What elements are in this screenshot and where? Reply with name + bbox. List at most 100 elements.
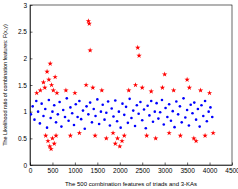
point bbox=[146, 105, 149, 108]
tick-label: 3500 bbox=[180, 167, 195, 174]
point bbox=[182, 97, 185, 100]
point bbox=[207, 110, 210, 113]
point bbox=[53, 104, 56, 107]
point bbox=[135, 45, 140, 50]
point bbox=[189, 103, 192, 106]
tick-label: 3000 bbox=[158, 167, 173, 174]
point bbox=[136, 104, 139, 107]
point bbox=[44, 69, 49, 74]
point bbox=[42, 85, 47, 90]
point bbox=[33, 118, 36, 121]
point bbox=[122, 133, 127, 138]
tick-label: 4000 bbox=[203, 167, 218, 174]
point bbox=[144, 133, 149, 138]
point bbox=[46, 126, 49, 129]
point bbox=[49, 82, 54, 87]
point bbox=[143, 108, 146, 111]
point bbox=[155, 102, 158, 105]
plot: 05001000150020002500300035004000450000.5… bbox=[18, 2, 238, 174]
point bbox=[157, 117, 160, 120]
point bbox=[66, 97, 69, 100]
point bbox=[48, 146, 53, 151]
point bbox=[133, 82, 138, 87]
chart: 05001000150020002500300035004000450000.5… bbox=[0, 0, 238, 189]
point bbox=[62, 109, 65, 112]
tick: 2000 bbox=[113, 163, 128, 174]
plot-frame bbox=[30, 5, 232, 165]
point bbox=[105, 111, 108, 114]
tick-mark bbox=[30, 32, 33, 33]
point bbox=[87, 48, 92, 53]
point bbox=[118, 110, 121, 113]
point bbox=[180, 121, 183, 124]
point bbox=[113, 141, 118, 146]
tick: 3500 bbox=[180, 163, 195, 174]
point bbox=[198, 88, 203, 93]
point bbox=[137, 113, 140, 116]
point bbox=[107, 100, 110, 103]
point bbox=[178, 133, 183, 138]
point bbox=[64, 116, 67, 119]
point bbox=[37, 110, 40, 113]
point bbox=[91, 121, 94, 124]
point bbox=[139, 101, 142, 104]
point bbox=[31, 105, 34, 108]
tick-label: 0 bbox=[23, 162, 27, 169]
point bbox=[72, 90, 77, 95]
point bbox=[116, 120, 119, 123]
tick: 3000 bbox=[158, 163, 173, 174]
tick-mark bbox=[210, 163, 211, 166]
point bbox=[42, 115, 45, 118]
point bbox=[103, 118, 106, 121]
tick: 1000 bbox=[68, 163, 83, 174]
point bbox=[82, 109, 85, 112]
point bbox=[35, 100, 38, 103]
point bbox=[60, 125, 63, 128]
tick-mark bbox=[142, 163, 143, 166]
point bbox=[119, 126, 122, 129]
point bbox=[184, 77, 189, 82]
point bbox=[209, 106, 212, 109]
point bbox=[134, 125, 137, 128]
point bbox=[100, 110, 103, 113]
point bbox=[85, 105, 88, 108]
point bbox=[50, 136, 55, 141]
tick-mark bbox=[30, 85, 33, 86]
y-axis-title: The Likelihood ratio of combination feat… bbox=[2, 24, 8, 146]
point bbox=[186, 109, 189, 112]
point bbox=[77, 130, 82, 135]
point bbox=[191, 112, 194, 115]
point bbox=[127, 122, 130, 125]
point bbox=[171, 110, 174, 113]
tick-label: 1500 bbox=[91, 167, 106, 174]
point bbox=[48, 99, 51, 102]
point bbox=[184, 116, 187, 119]
point bbox=[128, 98, 131, 101]
point bbox=[78, 100, 81, 103]
tick-label: 2 bbox=[23, 55, 27, 62]
x-axis: 050010001500200025003000350040004500 bbox=[29, 163, 238, 174]
point bbox=[187, 85, 192, 90]
point bbox=[83, 127, 86, 130]
point bbox=[73, 124, 76, 127]
tick: 2.5 bbox=[18, 28, 33, 35]
tick-label: 1 bbox=[23, 108, 27, 115]
point bbox=[162, 123, 165, 126]
point bbox=[206, 120, 209, 123]
tick-mark bbox=[52, 163, 53, 166]
point bbox=[168, 103, 171, 106]
point bbox=[68, 133, 73, 138]
tick: 0.5 bbox=[18, 135, 33, 142]
point bbox=[90, 85, 95, 90]
point bbox=[136, 53, 141, 58]
point bbox=[171, 88, 176, 93]
point bbox=[121, 102, 124, 105]
point bbox=[41, 80, 46, 85]
point bbox=[109, 124, 112, 127]
tick: 3 bbox=[23, 2, 32, 9]
point bbox=[87, 21, 92, 26]
x-axis-title: The 500 combination features of triads a… bbox=[65, 181, 197, 187]
point bbox=[164, 107, 167, 110]
point bbox=[123, 114, 126, 117]
point bbox=[126, 88, 131, 93]
